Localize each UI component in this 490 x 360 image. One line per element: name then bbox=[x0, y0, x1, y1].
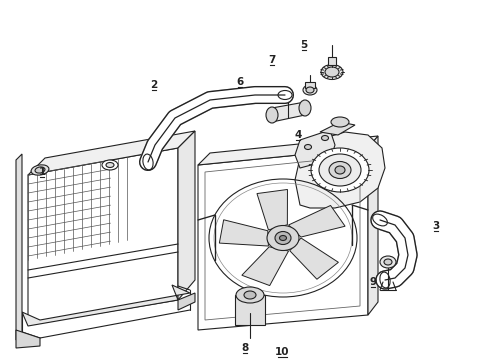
Ellipse shape bbox=[279, 235, 287, 240]
Text: 10: 10 bbox=[275, 347, 289, 357]
Ellipse shape bbox=[303, 85, 317, 95]
Polygon shape bbox=[198, 148, 368, 330]
Ellipse shape bbox=[299, 100, 311, 116]
Ellipse shape bbox=[331, 117, 349, 127]
Polygon shape bbox=[235, 295, 265, 325]
Polygon shape bbox=[198, 136, 378, 165]
Polygon shape bbox=[289, 206, 345, 237]
Polygon shape bbox=[257, 189, 288, 230]
Polygon shape bbox=[16, 330, 40, 348]
Ellipse shape bbox=[325, 67, 339, 77]
Text: 5: 5 bbox=[300, 40, 308, 50]
Text: 9: 9 bbox=[369, 277, 376, 287]
Ellipse shape bbox=[266, 107, 278, 123]
Ellipse shape bbox=[380, 256, 396, 268]
Ellipse shape bbox=[335, 166, 345, 174]
Ellipse shape bbox=[384, 259, 392, 265]
Ellipse shape bbox=[306, 87, 314, 93]
Ellipse shape bbox=[35, 167, 45, 173]
Ellipse shape bbox=[321, 135, 328, 140]
Ellipse shape bbox=[102, 160, 118, 170]
Polygon shape bbox=[290, 238, 339, 279]
Polygon shape bbox=[16, 154, 22, 340]
Ellipse shape bbox=[106, 162, 114, 167]
Polygon shape bbox=[305, 82, 315, 88]
Ellipse shape bbox=[275, 231, 291, 244]
Ellipse shape bbox=[236, 287, 264, 303]
Polygon shape bbox=[178, 131, 195, 300]
Polygon shape bbox=[368, 136, 378, 315]
Text: 3: 3 bbox=[432, 221, 440, 231]
Ellipse shape bbox=[319, 154, 361, 186]
Polygon shape bbox=[28, 131, 195, 175]
Polygon shape bbox=[328, 57, 336, 65]
Text: 8: 8 bbox=[242, 343, 248, 353]
Ellipse shape bbox=[244, 291, 256, 299]
Ellipse shape bbox=[267, 225, 299, 251]
Polygon shape bbox=[272, 102, 305, 122]
Ellipse shape bbox=[31, 165, 49, 175]
Ellipse shape bbox=[311, 148, 369, 192]
Ellipse shape bbox=[321, 64, 343, 80]
Text: 2: 2 bbox=[150, 80, 158, 90]
Polygon shape bbox=[242, 247, 289, 285]
Polygon shape bbox=[320, 122, 355, 135]
Text: 6: 6 bbox=[236, 77, 244, 87]
Text: 7: 7 bbox=[269, 55, 276, 65]
Ellipse shape bbox=[329, 162, 351, 179]
Polygon shape bbox=[28, 148, 178, 325]
Polygon shape bbox=[220, 220, 269, 246]
Polygon shape bbox=[22, 285, 190, 326]
Polygon shape bbox=[295, 132, 385, 208]
Text: 4: 4 bbox=[294, 130, 302, 140]
Text: 1: 1 bbox=[38, 167, 46, 177]
Polygon shape bbox=[178, 293, 195, 310]
Ellipse shape bbox=[304, 144, 312, 149]
Polygon shape bbox=[295, 130, 335, 168]
